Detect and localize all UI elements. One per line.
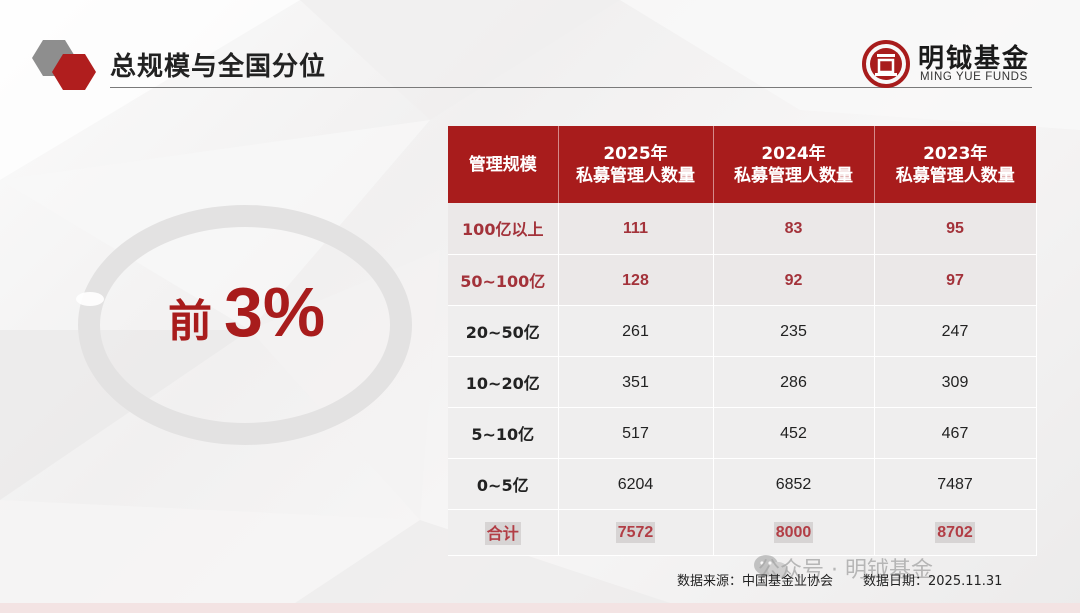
footer-note: 数据来源：中国基金业协会 数据日期：2025.11.31 — [677, 570, 1002, 589]
count-cell-2024: 83 — [713, 203, 875, 255]
count-cell-2023: 247 — [874, 305, 1037, 357]
count-cell-2024: 235 — [713, 305, 875, 357]
count-cell-2025: 111 — [558, 203, 714, 255]
title-divider — [110, 87, 1032, 88]
decorative-dot — [76, 292, 104, 306]
brand-subtitle: MING YUE FUNDS — [920, 71, 1028, 83]
count-cell-2024: 6852 — [713, 458, 875, 510]
total-cell-2025: 7572 — [558, 509, 714, 556]
brand-name: 明钺基金 — [918, 44, 1031, 74]
count-cell-2023: 7487 — [874, 458, 1037, 510]
count-cell-2025: 128 — [558, 254, 714, 306]
table-row: 50~100亿 128 92 97 — [448, 254, 1037, 306]
count-cell-2025: 517 — [558, 407, 714, 459]
table-row: 0~5亿 6204 6852 7487 — [448, 458, 1037, 510]
scale-cell: 20~50亿 — [448, 305, 559, 357]
column-header-2025: 2025年 私募管理人数量 — [558, 126, 714, 203]
ranking-prefix: 前 — [168, 296, 212, 347]
ranking-highlight: 前 3% — [168, 272, 325, 352]
scale-cell: 10~20亿 — [448, 356, 559, 408]
count-cell-2023: 309 — [874, 356, 1037, 408]
data-source: 数据来源：中国基金业协会 — [677, 574, 834, 589]
column-header-scale: 管理规模 — [448, 126, 559, 203]
count-cell-2023: 97 — [874, 254, 1037, 306]
table-total-row: 合计 7572 8000 8702 — [448, 509, 1037, 556]
table-row: 10~20亿 351 286 309 — [448, 356, 1037, 408]
column-header-2023: 2023年 私募管理人数量 — [874, 126, 1036, 203]
table-row: 5~10亿 517 452 467 — [448, 407, 1037, 459]
ranking-value: 3% — [224, 273, 326, 351]
watermark-text: 公众号 · 明钺基金 — [758, 558, 933, 583]
table-header-row: 管理规模 2025年 私募管理人数量 2024年 私募管理人数量 2023年 私… — [448, 126, 1036, 203]
count-cell-2024: 286 — [713, 356, 875, 408]
table-row: 20~50亿 261 235 247 — [448, 305, 1037, 357]
total-label-cell: 合计 — [448, 509, 559, 556]
column-header-2024: 2024年 私募管理人数量 — [713, 126, 875, 203]
count-cell-2025: 351 — [558, 356, 714, 408]
table-row: 100亿以上 111 83 95 — [448, 203, 1037, 255]
count-cell-2025: 6204 — [558, 458, 714, 510]
scale-cell: 0~5亿 — [448, 458, 559, 510]
count-cell-2025: 261 — [558, 305, 714, 357]
count-cell-2023: 95 — [874, 203, 1037, 255]
seal-logo-icon — [862, 40, 910, 88]
bottom-bar — [0, 603, 1080, 613]
page-title: 总规模与全国分位 — [110, 52, 327, 82]
count-cell-2023: 467 — [874, 407, 1037, 459]
total-cell-2023: 8702 — [874, 509, 1037, 556]
count-cell-2024: 92 — [713, 254, 875, 306]
total-cell-2024: 8000 — [713, 509, 875, 556]
wechat-icon — [754, 555, 788, 578]
count-cell-2024: 452 — [713, 407, 875, 459]
manager-count-table: 管理规模 2025年 私募管理人数量 2024年 私募管理人数量 2023年 私… — [448, 126, 1037, 556]
scale-cell: 50~100亿 — [448, 254, 559, 306]
scale-cell: 100亿以上 — [448, 203, 559, 255]
scale-cell: 5~10亿 — [448, 407, 559, 459]
data-date: 数据日期：2025.11.31 — [863, 574, 1003, 589]
